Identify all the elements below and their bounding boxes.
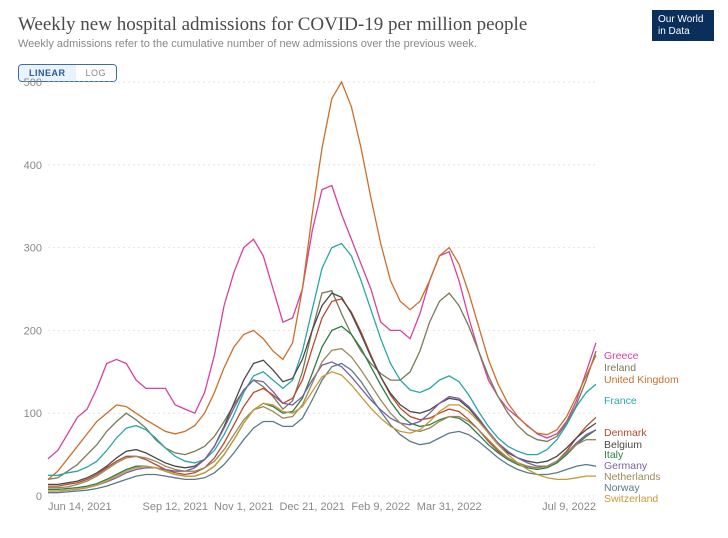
y-tick-label: 0 [36,491,42,503]
series-switzerland [48,372,596,491]
chart-subtitle: Weekly admissions refer to the cumulativ… [18,38,710,50]
x-tick-label: Jun 14, 2021 [48,501,112,513]
legend-france[interactable]: France [604,395,637,407]
y-tick-label: 300 [24,243,42,255]
y-tick-label: 400 [24,160,42,172]
chart-title: Weekly new hospital admissions for COVID… [18,14,710,36]
series-norway [48,364,596,493]
legend-switzerland[interactable]: Switzerland [604,493,658,505]
y-tick-label: 200 [24,325,42,337]
legend-united-kingdom[interactable]: United Kingdom [604,374,679,386]
series-greece [48,186,596,459]
x-tick-label: Sep 12, 2021 [142,501,207,513]
legend-greece[interactable]: Greece [604,350,639,362]
series-italy [48,326,596,489]
x-tick-label: Jul 9, 2022 [542,501,596,513]
owid-logo: Our World in Data [652,10,714,41]
logo-line-1: Our World [658,14,703,25]
legend-denmark[interactable]: Denmark [604,427,647,439]
x-tick-label: Dec 21, 2021 [279,501,344,513]
chart-area: 0 100 200 300 400 500 Jun 14, 2021 Sep 12, 2021… [18,78,710,523]
x-tick-label: Mar 31, 2022 [417,501,482,513]
x-tick-label: Nov 1, 2021 [214,501,273,513]
x-tick-label: Feb 9, 2022 [351,501,410,513]
series-france [48,244,596,476]
series-denmark [48,299,596,486]
legend-ireland[interactable]: Ireland [604,362,636,374]
y-tick-label: 100 [24,408,42,420]
logo-line-2: in Data [658,26,690,37]
y-tick-label: 500 [24,78,42,89]
